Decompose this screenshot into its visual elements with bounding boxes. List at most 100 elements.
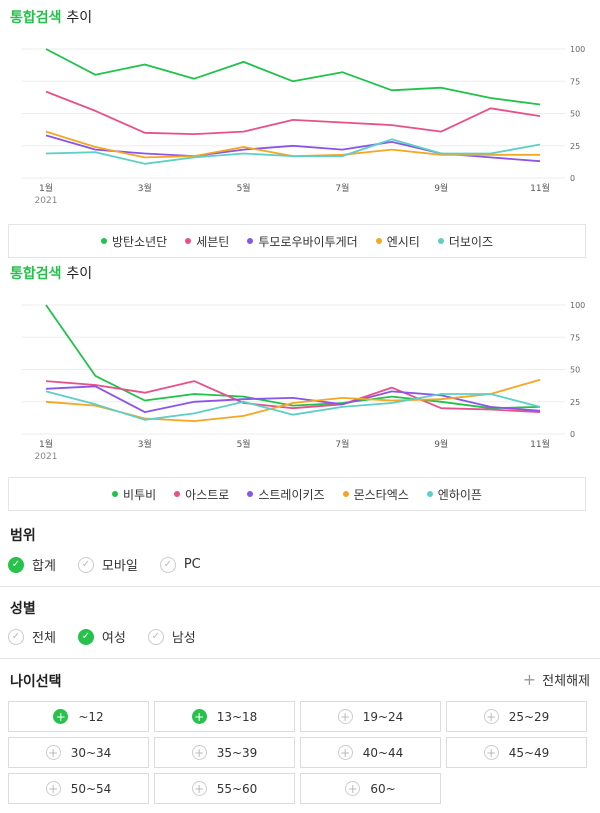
legend-item[interactable]: 엔시티 (375, 233, 420, 250)
legend-label: 스트레이키즈 (258, 487, 325, 502)
x-tick-label: 11월 (530, 182, 550, 194)
option-label: 모바일 (101, 559, 138, 574)
plus-circle-icon: + (337, 709, 353, 724)
x-tick-label: 9월 (434, 182, 448, 194)
legend-dot-icon (174, 491, 181, 497)
chart-1-title-green: 통합검색 (10, 10, 62, 26)
y-tick-label: 75 (570, 333, 580, 342)
age-option-label: 45~49 (508, 745, 550, 760)
check-icon: ✓ (8, 556, 24, 573)
scope-title: 범위 (10, 528, 36, 544)
plus-circle-icon: + (483, 745, 499, 760)
age-option[interactable]: + ~12 (8, 701, 149, 732)
age-option-label: 60~ (370, 781, 396, 796)
series-line-2 (45, 90, 541, 136)
chart-1-title-dark: 추이 (66, 10, 93, 26)
x-tick-label: 1월 (39, 182, 53, 194)
option-합계[interactable]: ✓ 합계 (8, 555, 56, 574)
series-line-1 (45, 304, 541, 410)
series-line-3 (45, 385, 541, 414)
chart-2-title-green: 통합검색 (10, 266, 62, 282)
option-남성[interactable]: ✓ 남성 (147, 627, 196, 646)
chart-1-legend: 방탄소년단 세븐틴 투모로우바이투게더 엔시티 더보이즈 (8, 224, 586, 258)
plus-icon: + (522, 670, 537, 689)
legend-item[interactable]: 비투비 (112, 486, 156, 503)
option-label: PC (183, 557, 201, 572)
check-icon: ✓ (77, 556, 94, 573)
option-PC[interactable]: ✓ PC (159, 555, 201, 574)
legend-item[interactable]: 스트레이키즈 (247, 486, 325, 503)
series-line-5 (45, 390, 541, 421)
x-tick-label: 7월 (335, 182, 349, 194)
age-option[interactable]: +45~49 (446, 737, 587, 768)
y-tick-label: 25 (570, 142, 580, 151)
legend-dot-icon (247, 491, 254, 497)
age-option[interactable]: +40~44 (300, 737, 441, 768)
option-label: 남성 (171, 631, 196, 646)
plus-circle-icon: + (191, 745, 207, 760)
option-label: 여성 (101, 631, 126, 646)
legend-item[interactable]: 몬스타엑스 (342, 486, 409, 503)
legend-item[interactable]: 투모로우바이투게더 (247, 233, 358, 250)
plus-circle-icon: + (45, 781, 61, 796)
age-option-label: 35~39 (216, 745, 258, 760)
age-option-label: 50~54 (70, 781, 112, 796)
legend-label: 비투비 (123, 487, 157, 502)
legend-item[interactable]: 방탄소년단 (101, 233, 167, 250)
legend-label: 엔시티 (386, 234, 420, 249)
x-tick-label: 11월 (530, 438, 550, 450)
x-tick-label: 9월 (434, 438, 448, 450)
gender-options: ✓ 전체 ✓ 여성 ✓ 남성 (8, 627, 196, 646)
legend-dot-icon (101, 238, 107, 244)
legend-label: 아스트로 (185, 487, 230, 502)
legend-item[interactable]: 더보이즈 (437, 233, 493, 250)
reset-all-label: 전체해제 (542, 674, 590, 689)
x-tick-label: 5월 (237, 438, 251, 450)
chart-2-title-dark: 추이 (66, 266, 93, 282)
age-option[interactable]: +35~39 (154, 737, 295, 768)
legend-label: 더보이즈 (448, 234, 493, 249)
chart-2-legend: 비투비 아스트로 스트레이키즈 몬스타엑스 엔하이픈 (8, 477, 586, 511)
x-year-label: 2021 (35, 196, 58, 206)
legend-item[interactable]: 세븐틴 (185, 233, 229, 250)
age-option[interactable]: +50~54 (8, 773, 149, 804)
age-option[interactable]: +13~18 (154, 701, 295, 732)
plus-circle-icon: + (53, 709, 69, 724)
legend-dot-icon (185, 238, 192, 244)
age-option[interactable]: +25~29 (446, 701, 587, 732)
series-line-5 (45, 138, 541, 165)
scope-options: ✓ 합계 ✓ 모바일 ✓ PC (8, 555, 201, 574)
legend-item[interactable]: 아스트로 (174, 486, 229, 503)
legend-dot-icon (426, 491, 433, 497)
legend-dot-icon (247, 238, 254, 244)
divider (0, 586, 600, 587)
legend-label: 엔하이픈 (437, 487, 482, 502)
legend-dot-icon (375, 238, 382, 244)
reset-all-button[interactable]: + 전체해제 (523, 670, 590, 689)
legend-item[interactable]: 엔하이픈 (426, 486, 482, 503)
y-tick-label: 100 (570, 301, 585, 310)
plus-circle-icon: + (191, 781, 207, 796)
age-option-label: 40~44 (362, 745, 404, 760)
age-option[interactable]: +19~24 (300, 701, 441, 732)
option-전체[interactable]: ✓ 전체 (8, 627, 56, 646)
legend-label: 세븐틴 (196, 234, 230, 249)
y-tick-label: 0 (570, 430, 575, 439)
age-option[interactable]: +55~60 (154, 773, 295, 804)
check-icon: ✓ (159, 556, 176, 573)
option-모바일[interactable]: ✓ 모바일 (77, 555, 138, 574)
age-option-label: 25~29 (508, 709, 550, 724)
age-option-label: ~12 (78, 709, 104, 724)
plus-circle-icon: + (345, 781, 361, 796)
option-여성[interactable]: ✓ 여성 (77, 627, 126, 646)
check-icon: ✓ (77, 628, 94, 645)
legend-label: 방탄소년단 (112, 234, 168, 249)
chart-2-title: 통합검색 추이 (10, 263, 92, 283)
age-option[interactable]: +30~34 (8, 737, 149, 768)
x-tick-label: 1월 (39, 438, 53, 450)
age-option-label: 55~60 (216, 781, 258, 796)
y-tick-label: 25 (570, 398, 580, 407)
age-option[interactable]: +60~ (300, 773, 441, 804)
age-option-label: 13~18 (216, 709, 258, 724)
plus-circle-icon: + (337, 745, 353, 760)
